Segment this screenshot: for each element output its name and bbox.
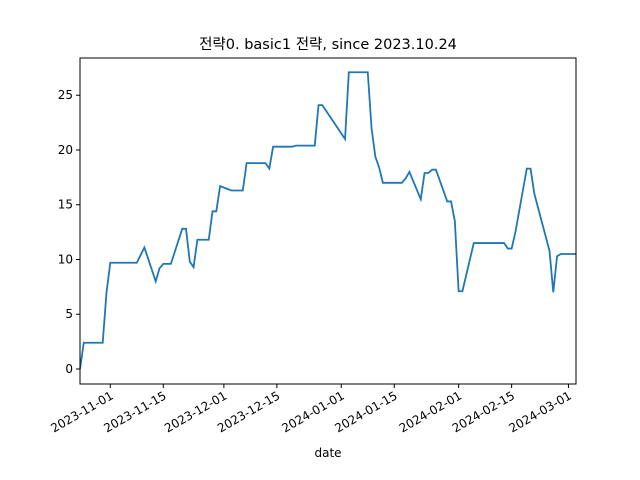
y-tick-label: 20 — [58, 143, 73, 157]
chart-title: 전략0. basic1 전략, since 2023.10.24 — [199, 36, 457, 53]
y-tick-label: 15 — [58, 198, 73, 212]
y-tick-label: 0 — [65, 362, 73, 376]
x-axis-label: date — [314, 446, 341, 460]
plot-frame — [79, 57, 577, 385]
y-tick-label: 10 — [58, 252, 73, 266]
y-tick-label: 5 — [65, 307, 73, 321]
y-tick-label: 25 — [58, 88, 73, 102]
line-series — [79, 71, 576, 370]
